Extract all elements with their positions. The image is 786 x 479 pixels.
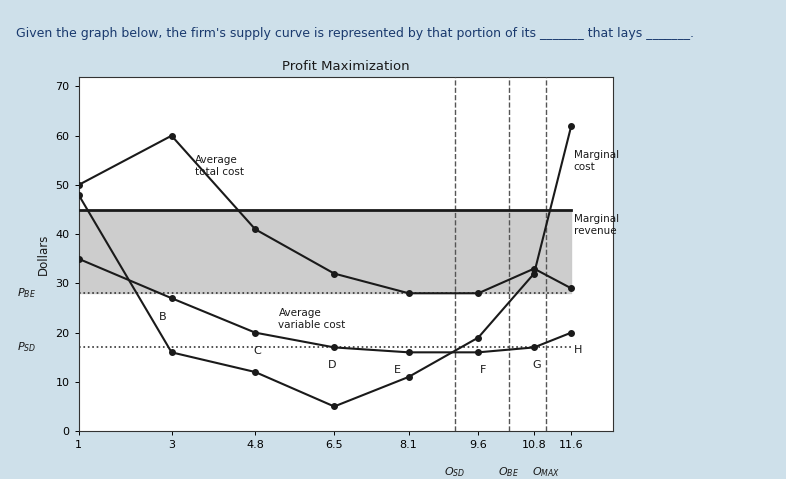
Text: $O_{MAX}$: $O_{MAX}$ xyxy=(531,466,560,479)
Text: D: D xyxy=(328,360,336,370)
Text: $O_{BE}$: $O_{BE}$ xyxy=(498,466,519,479)
Text: F: F xyxy=(479,365,486,375)
Text: G: G xyxy=(532,360,541,370)
Text: $P_{SD}$: $P_{SD}$ xyxy=(17,341,36,354)
Text: H: H xyxy=(574,345,582,355)
Text: $O_{SD}$: $O_{SD}$ xyxy=(444,466,466,479)
Text: B: B xyxy=(159,312,166,322)
Text: $P_{BE}$: $P_{BE}$ xyxy=(17,286,36,300)
Text: Marginal
revenue: Marginal revenue xyxy=(574,215,619,236)
Y-axis label: Dollars: Dollars xyxy=(37,233,50,274)
Text: C: C xyxy=(254,346,262,356)
Text: Given the graph below, the firm's supply curve is represented by that portion of: Given the graph below, the firm's supply… xyxy=(16,27,693,40)
Text: Average
total cost: Average total cost xyxy=(195,155,244,177)
Text: E: E xyxy=(394,365,400,375)
Text: Marginal
cost: Marginal cost xyxy=(574,150,619,172)
Title: Profit Maximization: Profit Maximization xyxy=(282,60,410,73)
Text: Average
variable cost: Average variable cost xyxy=(278,308,346,330)
